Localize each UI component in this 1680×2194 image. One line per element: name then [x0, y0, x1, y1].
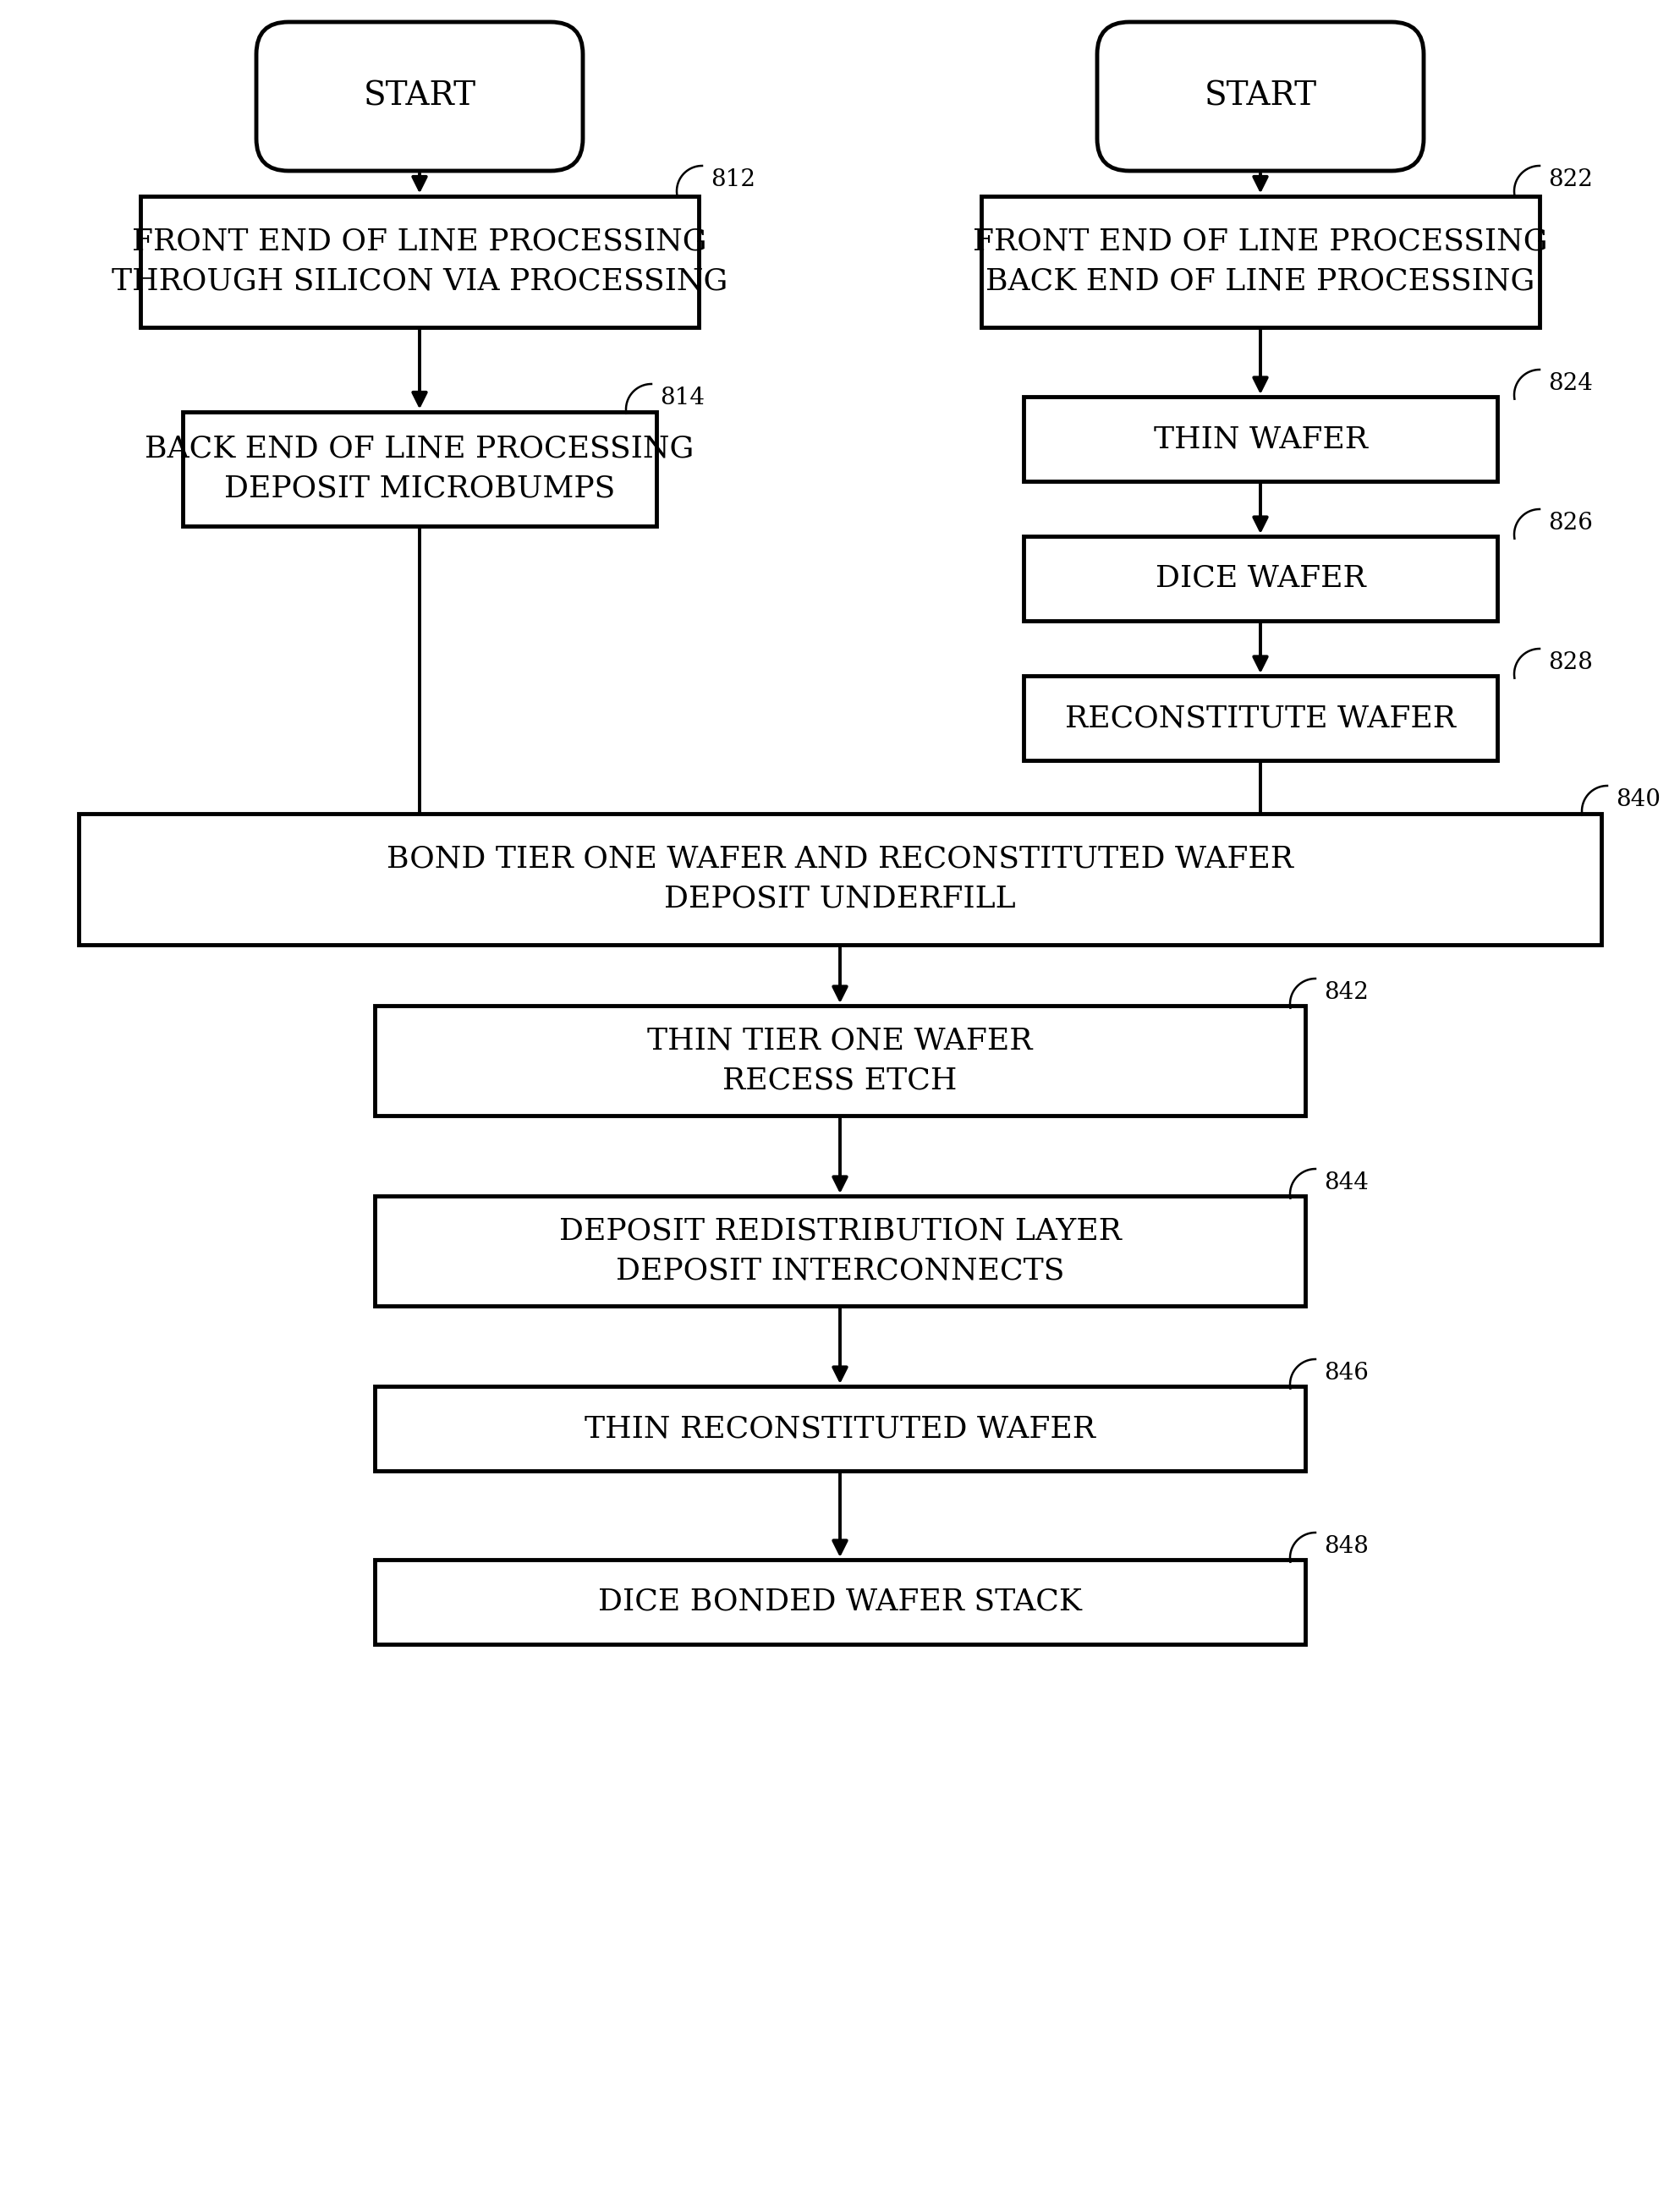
- FancyBboxPatch shape: [257, 22, 583, 171]
- Bar: [1023, 676, 1497, 761]
- Bar: [981, 195, 1539, 327]
- Text: 844: 844: [1324, 1172, 1369, 1194]
- Text: BACK END OF LINE PROCESSING
DEPOSIT MICROBUMPS: BACK END OF LINE PROCESSING DEPOSIT MICR…: [144, 434, 694, 502]
- Text: FRONT END OF LINE PROCESSING
BACK END OF LINE PROCESSING: FRONT END OF LINE PROCESSING BACK END OF…: [973, 228, 1547, 296]
- Bar: [1023, 397, 1497, 480]
- Text: THIN TIER ONE WAFER
RECESS ETCH: THIN TIER ONE WAFER RECESS ETCH: [647, 1027, 1033, 1095]
- Bar: [141, 195, 699, 327]
- Text: 822: 822: [1547, 169, 1593, 191]
- Text: DICE BONDED WAFER STACK: DICE BONDED WAFER STACK: [598, 1588, 1082, 1617]
- Bar: [375, 1005, 1305, 1115]
- Bar: [1023, 535, 1497, 621]
- Text: 846: 846: [1324, 1362, 1369, 1384]
- Text: START: START: [1205, 81, 1317, 112]
- FancyBboxPatch shape: [1097, 22, 1423, 171]
- Text: 848: 848: [1324, 1536, 1369, 1558]
- Text: DEPOSIT REDISTRIBUTION LAYER
DEPOSIT INTERCONNECTS: DEPOSIT REDISTRIBUTION LAYER DEPOSIT INT…: [559, 1218, 1121, 1286]
- Text: THIN WAFER: THIN WAFER: [1154, 426, 1368, 454]
- Text: 812: 812: [711, 169, 756, 191]
- Text: 814: 814: [660, 386, 704, 410]
- Text: 840: 840: [1616, 788, 1660, 812]
- Text: RECONSTITUTE WAFER: RECONSTITUTE WAFER: [1065, 704, 1457, 733]
- Text: START: START: [363, 81, 475, 112]
- Text: 828: 828: [1547, 652, 1593, 674]
- Bar: [375, 1196, 1305, 1305]
- Bar: [375, 1560, 1305, 1643]
- Bar: [183, 412, 657, 527]
- Text: 842: 842: [1324, 981, 1369, 1005]
- Text: 824: 824: [1547, 373, 1593, 395]
- Text: FRONT END OF LINE PROCESSING
THROUGH SILICON VIA PROCESSING: FRONT END OF LINE PROCESSING THROUGH SIL…: [111, 228, 727, 296]
- Text: BOND TIER ONE WAFER AND RECONSTITUTED WAFER
DEPOSIT UNDERFILL: BOND TIER ONE WAFER AND RECONSTITUTED WA…: [386, 845, 1294, 913]
- Text: 826: 826: [1547, 511, 1593, 535]
- Bar: [375, 1387, 1305, 1470]
- Bar: [79, 814, 1601, 943]
- Text: DICE WAFER: DICE WAFER: [1156, 564, 1366, 592]
- Text: THIN RECONSTITUTED WAFER: THIN RECONSTITUTED WAFER: [585, 1415, 1095, 1444]
